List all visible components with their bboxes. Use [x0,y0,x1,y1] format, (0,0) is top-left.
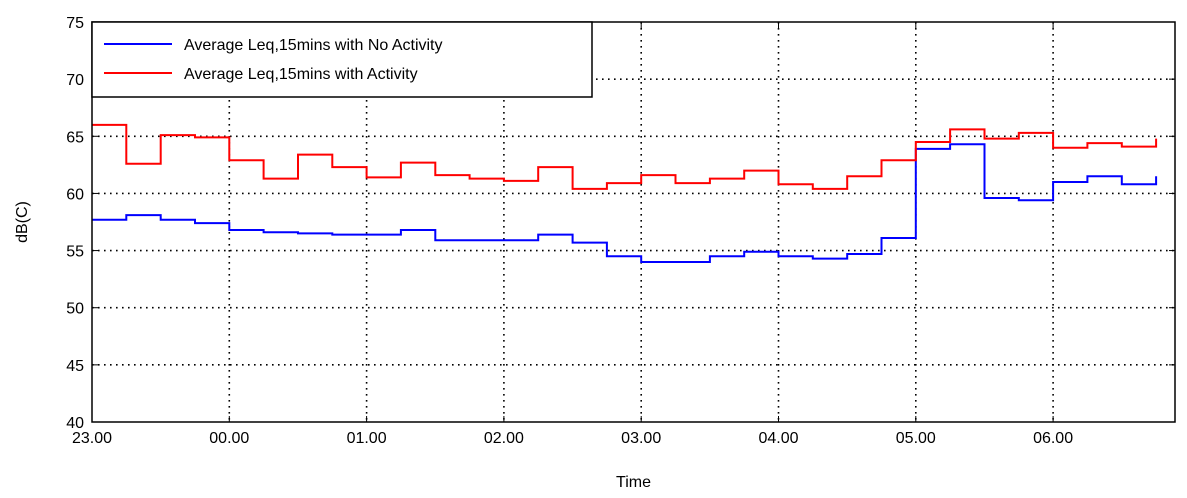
y-axis-title: dB(C) [14,201,31,243]
y-tick-label: 75 [66,15,84,32]
legend-label: Average Leq,15mins with No Activity [184,37,443,54]
legend-box [91,21,593,98]
y-tick-label: 55 [66,244,84,261]
plot-frame [91,21,1176,423]
x-tick-label: 00.00 [209,430,249,447]
series-line-2 [92,123,1158,190]
y-axis-ticks: 40 45 50 55 60 65 70 75 [66,15,1175,432]
y-tick-label: 65 [66,129,84,146]
x-tick-label: 03.00 [621,430,661,447]
x-axis-title: Time [616,474,651,491]
y-tick-label: 50 [66,301,84,318]
x-tick-label: 01.00 [347,430,387,447]
y-tick-label: 70 [66,72,84,89]
x-tick-label: 05.00 [896,430,936,447]
x-tick-label: 04.00 [758,430,798,447]
legend-label: Average Leq,15mins with Activity [184,66,418,83]
x-tick-label: 06.00 [1033,430,1073,447]
series-line-1 [92,143,1158,263]
x-axis-ticks: 23.00 00.00 01.00 02.00 03.00 04.00 05.00 06.00 [72,22,1073,447]
series-lines [92,123,1158,263]
legend: Average Leq,15mins with No Activity Avera… [91,21,593,98]
y-tick-label: 40 [66,415,84,432]
y-tick-label: 60 [66,186,84,203]
y-tick-label: 45 [66,358,84,375]
x-tick-label: 23.00 [72,430,112,447]
x-tick-label: 02.00 [484,430,524,447]
